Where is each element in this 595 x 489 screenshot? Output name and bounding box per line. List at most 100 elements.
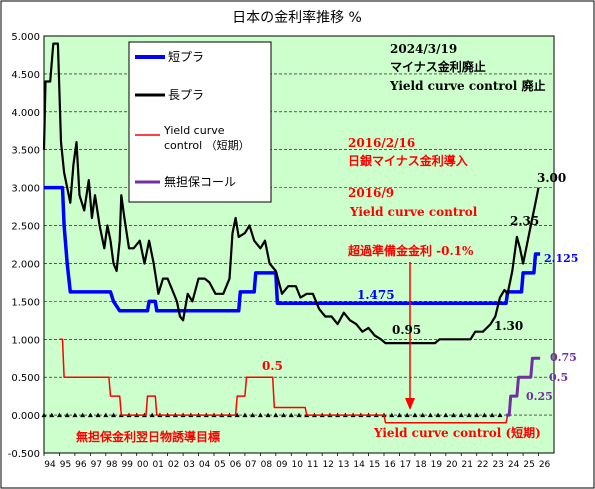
y-tick-label: 2.000 bbox=[11, 259, 40, 270]
y-tick-label: 0.500 bbox=[11, 373, 40, 384]
zero-marker bbox=[281, 412, 287, 418]
x-tick-label: 11 bbox=[307, 460, 318, 470]
y-tick-label: 5.000 bbox=[11, 32, 40, 43]
zero-marker bbox=[396, 412, 402, 418]
x-tick-label: 01 bbox=[152, 460, 163, 470]
value-label-0-5-ycc: 0.5 bbox=[262, 359, 283, 373]
zero-marker bbox=[80, 412, 86, 418]
x-tick-label: 24 bbox=[508, 460, 520, 470]
x-tick-label: 00 bbox=[137, 460, 149, 470]
legend-label-line-2: control （短期） bbox=[164, 138, 250, 152]
value-label-0-75: 0.75 bbox=[550, 351, 577, 364]
y-axis-ticks: 5.000 4.500 4.000 3.500 3.000 2.500 2.000 1.500… bbox=[8, 32, 40, 460]
x-tick-label: 17 bbox=[400, 460, 411, 470]
x-tick-label: 07 bbox=[245, 460, 256, 470]
legend-label: 無担保コール bbox=[164, 174, 236, 189]
zero-marker bbox=[443, 412, 449, 418]
annotation-ycc-end: Yield curve control 廃止 bbox=[389, 78, 545, 93]
zero-marker bbox=[474, 412, 480, 418]
x-tick-label: 22 bbox=[477, 460, 488, 470]
legend-entry-call-rate: 無担保コール bbox=[135, 174, 236, 189]
x-tick-label: 23 bbox=[492, 460, 503, 470]
x-tick-label: 98 bbox=[106, 460, 118, 470]
annotation-date-2016: 2016/2/16 bbox=[348, 136, 415, 150]
x-tick-label: 94 bbox=[44, 460, 56, 470]
y-tick-label: 4.500 bbox=[11, 70, 40, 81]
zero-marker bbox=[497, 412, 503, 418]
zero-marker bbox=[149, 412, 155, 418]
zero-marker bbox=[41, 412, 47, 418]
legend-label: Yield curve control （短期） bbox=[163, 124, 250, 152]
value-label-1-475: 1.475 bbox=[357, 288, 395, 302]
x-tick-label: 04 bbox=[199, 460, 211, 470]
zero-marker bbox=[234, 412, 240, 418]
y-tick-label: -0.500 bbox=[8, 449, 40, 460]
x-tick-label: 08 bbox=[261, 460, 273, 470]
series-line-2 bbox=[59, 338, 509, 424]
value-label-3-00: 3.00 bbox=[537, 171, 566, 185]
x-tick-label: 10 bbox=[292, 460, 304, 470]
zero-marker bbox=[49, 412, 55, 418]
legend: 短プラ 長プラ Yield curve control （短期） 無担保コール bbox=[128, 41, 272, 203]
x-tick-label: 97 bbox=[91, 460, 102, 470]
annotation-ycc-short: Yield curve control (短期) bbox=[373, 425, 541, 440]
legend-label-line-1: Yield curve bbox=[163, 124, 225, 137]
y-tick-label: 1.000 bbox=[11, 335, 40, 346]
annotations: 2024/3/19 マイナス金利廃止 Yield curve control 廃… bbox=[76, 42, 578, 444]
zero-marker bbox=[72, 412, 78, 418]
x-tick-label: 06 bbox=[230, 460, 242, 470]
x-tick-label: 99 bbox=[122, 460, 134, 470]
series-line-3 bbox=[506, 356, 541, 417]
y-tick-label: 4.000 bbox=[11, 108, 40, 119]
x-tick-label: 95 bbox=[60, 460, 71, 470]
zero-marker bbox=[420, 412, 426, 418]
value-label-0-95: 0.95 bbox=[392, 323, 421, 337]
x-tick-label: 96 bbox=[75, 460, 87, 470]
series-layer bbox=[42, 42, 541, 424]
x-tick-label: 09 bbox=[276, 460, 288, 470]
x-tick-label: 16 bbox=[384, 460, 396, 470]
x-tick-label: 18 bbox=[415, 460, 427, 470]
zero-marker bbox=[95, 412, 101, 418]
legend-label: 長プラ bbox=[168, 88, 204, 102]
zero-marker bbox=[458, 412, 464, 418]
y-tick-label: 1.500 bbox=[11, 297, 40, 308]
x-tick-label: 15 bbox=[369, 460, 380, 470]
zero-marker bbox=[273, 412, 279, 418]
annotation-excess-reserve: 超過準備金金利 -0.1% bbox=[347, 243, 474, 258]
plot-area bbox=[43, 35, 555, 454]
y-tick-label: 3.500 bbox=[11, 146, 40, 157]
zero-marker bbox=[257, 412, 263, 418]
legend-box bbox=[128, 41, 272, 203]
zero-marker bbox=[389, 412, 395, 418]
x-axis-ticks: 94 95 96 97 98 99 00 01 02 03 04 05 06 07 08 09 10 11 12 13… bbox=[43, 453, 551, 470]
zero-marker bbox=[481, 412, 487, 418]
annotation-negative-rate-end: マイナス金利廃止 bbox=[390, 59, 486, 74]
x-tick-label: 21 bbox=[462, 460, 473, 470]
zero-marker bbox=[466, 412, 472, 418]
zero-marker bbox=[111, 412, 117, 418]
annotation-ycc-start: Yield curve control bbox=[349, 205, 478, 219]
series-line-1 bbox=[42, 42, 540, 345]
zero-marker bbox=[296, 412, 302, 418]
zero-marker bbox=[489, 412, 495, 418]
x-tick-label: 20 bbox=[446, 460, 458, 470]
zero-marker bbox=[404, 412, 410, 418]
zero-marker bbox=[435, 412, 441, 418]
zero-marker bbox=[64, 412, 70, 418]
value-label-0-5-call: 0.5 bbox=[549, 371, 568, 384]
zero-marker bbox=[56, 412, 62, 418]
zero-marker bbox=[242, 412, 248, 418]
x-tick-label: 02 bbox=[168, 460, 179, 470]
ycc-arrow-head bbox=[405, 398, 415, 410]
legend-entry-ycc-short: Yield curve control （短期） bbox=[135, 124, 250, 152]
legend-entry-long-prime: 長プラ bbox=[135, 88, 204, 102]
legend-entry-short-prime: 短プラ bbox=[135, 50, 204, 64]
zero-marker bbox=[451, 412, 457, 418]
zero-marker bbox=[103, 412, 109, 418]
y-tick-label: 0.000 bbox=[11, 411, 40, 422]
zero-marker bbox=[250, 412, 256, 418]
y-tick-label: 2.500 bbox=[11, 222, 40, 233]
